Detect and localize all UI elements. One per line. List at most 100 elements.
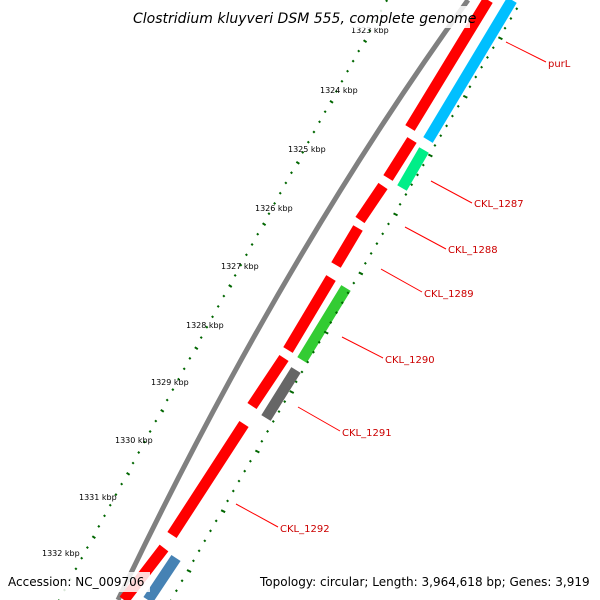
tick-mark (301, 150, 305, 154)
tick-mark (80, 556, 84, 560)
tick-mark (108, 503, 112, 507)
tick-label-1323: 1323 kbp (351, 26, 389, 35)
topology-text: Topology: circular; Length: 3,964,618 bp… (259, 575, 590, 589)
inner-tick-mark (456, 104, 460, 108)
leader-ckl1289 (380, 268, 423, 293)
inner-tick-mark (340, 301, 344, 305)
tick-mark (233, 273, 237, 277)
topology-backdrop (256, 572, 596, 592)
inner-tick-mark (306, 360, 310, 364)
tick-ring (58, 0, 389, 600)
tick-label-1331: 1331 kbp (79, 493, 117, 502)
tick-label-1325: 1325 kbp (288, 145, 326, 154)
inner-tick-mark (203, 539, 207, 543)
inner-tick-mark (462, 94, 468, 99)
tick-mark (362, 39, 368, 44)
tick-label-1327: 1327 kbp (221, 262, 259, 271)
feature-bottom (143, 554, 181, 600)
inner-tick-mark (375, 242, 379, 246)
feature-ckl1291 (261, 367, 301, 421)
tick-mark (126, 471, 131, 476)
inner-tick-mark (393, 212, 398, 217)
inner-tick-mark (445, 124, 449, 128)
tick-label-1326: 1326 kbp (255, 204, 293, 213)
tick-mark (137, 451, 141, 454)
tick-label-1324: 1324 kbp (320, 86, 358, 95)
tick-mark (103, 514, 106, 518)
leader-ckl1290 (341, 336, 384, 359)
inner-tick-mark (266, 429, 270, 433)
tick-mark (114, 493, 118, 497)
gene-labels: purL CKL_1287 CKL_1288 CKL_1289 CKL_1290… (280, 59, 571, 535)
gene-label-ckl1287: CKL_1287 (474, 199, 524, 210)
tick-mark (148, 430, 152, 433)
cds-feature-4 (331, 225, 363, 268)
inner-tick-mark (503, 26, 507, 30)
inner-tick-mark (352, 281, 356, 285)
inner-tick-mark (329, 321, 333, 324)
tick-mark (239, 263, 243, 267)
inner-tick-mark (369, 252, 373, 255)
tick-mark (182, 367, 186, 371)
tick-mark (205, 325, 209, 329)
tick-mark (334, 89, 338, 93)
tick-mark (284, 181, 288, 185)
inner-tick-mark (381, 232, 385, 236)
tick-mark (385, 0, 389, 3)
tick-label-1329: 1329 kbp (151, 378, 189, 387)
inner-tick-mark (474, 75, 478, 79)
inner-tick-mark (480, 65, 484, 69)
inner-tick-mark (289, 390, 295, 394)
title-backdrop (128, 6, 470, 28)
inner-tick-mark (312, 350, 315, 354)
feature-ckl1290 (297, 285, 351, 363)
tick-mark (306, 140, 310, 144)
inner-tick-mark (231, 489, 235, 493)
tick-mark (154, 419, 158, 423)
gene-label-purL: purL (548, 59, 571, 70)
inner-tick-mark (197, 549, 201, 553)
leader-lines (235, 41, 547, 528)
inner-tick-mark (491, 46, 495, 50)
tick-mark (295, 160, 300, 165)
inner-tick-mark (294, 380, 298, 384)
inner-tick-mark (254, 449, 260, 454)
gene-label-ckl1289: CKL_1289 (424, 289, 474, 300)
tick-mark (290, 171, 293, 175)
tick-mark (97, 524, 101, 528)
inner-tick-mark (237, 479, 241, 483)
inner-tick-mark (387, 222, 390, 226)
accession-text: Accession: NC_009706 (8, 575, 144, 589)
tick-label-1330: 1330 kbp (115, 436, 153, 445)
inner-tick-mark (509, 17, 513, 20)
gene-label-ckl1291: CKL_1291 (342, 428, 392, 439)
inner-tick-mark (398, 202, 402, 206)
inner-tick-mark (515, 7, 519, 11)
gene-label-ckl1290: CKL_1290 (385, 355, 435, 366)
tick-mark (273, 201, 277, 205)
tick-mark (142, 440, 146, 444)
inner-tick-mark (497, 36, 503, 41)
tick-mark (131, 461, 135, 465)
tick-mark (351, 59, 355, 63)
backbone-arc (115, 0, 471, 600)
tick-mark (340, 79, 344, 83)
leader-ckl1287 (430, 180, 473, 204)
inner-tick-mark (220, 509, 226, 514)
tick-mark (188, 356, 192, 360)
inner-tick-mark (468, 85, 472, 89)
tick-label-1328: 1328 kbp (186, 321, 224, 330)
inner-tick-mark (191, 559, 195, 563)
tick-mark (228, 284, 233, 288)
inner-tick-mark (180, 579, 184, 583)
inner-tick-mark (283, 400, 287, 404)
leader-purL (505, 41, 547, 63)
inner-tick-mark (335, 311, 338, 315)
inner-tick-mark (358, 271, 364, 276)
cds-feature-3 (355, 182, 388, 224)
cds-feature-2 (383, 137, 417, 181)
inner-tick-mark (300, 370, 304, 374)
feature-track (143, 0, 517, 600)
inner-tick-mark (248, 459, 252, 463)
